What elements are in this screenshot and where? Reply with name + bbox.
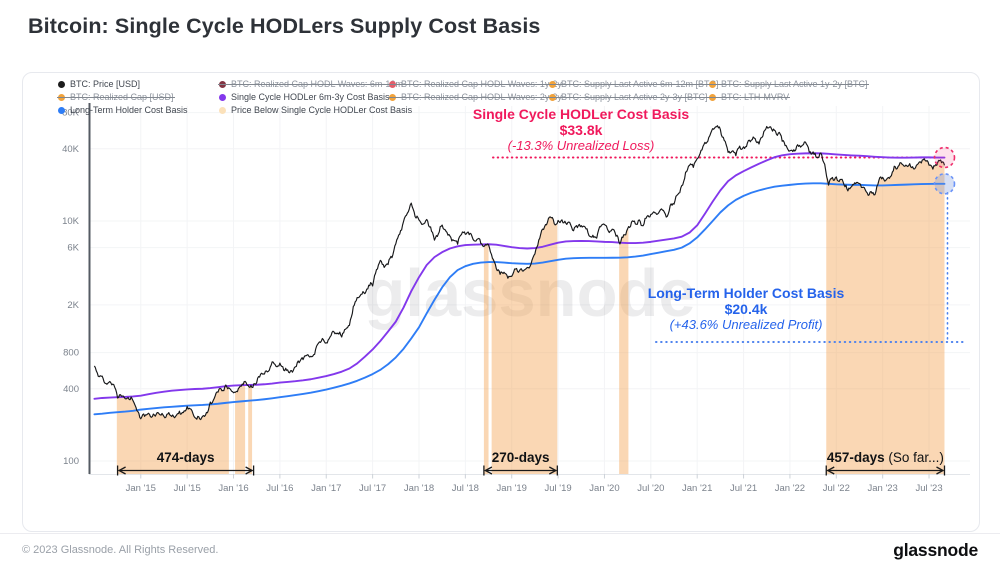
legend-label: BTC: Supply Last Active 2y-3y [BTC] bbox=[561, 92, 708, 102]
legend-dot-icon bbox=[389, 94, 396, 101]
legend-label: BTC: Price [USD] bbox=[70, 79, 141, 89]
y-tick-label: 400 bbox=[63, 384, 79, 395]
x-tick-label: Jul '18 bbox=[452, 483, 479, 494]
duration-arrow bbox=[825, 465, 946, 476]
y-tick-label: 100 bbox=[63, 456, 79, 467]
legend-label: BTC: Supply Last Active 1y-2y [BTC] bbox=[721, 79, 868, 89]
legend-item-btc-supply-last-active-6m-12m-btc[interactable]: BTC: Supply Last Active 6m-12m [BTC] bbox=[548, 79, 720, 89]
x-tick-label: Jan '20 bbox=[589, 483, 619, 494]
legend-label: BTC: Realized Cap HODL Waves: 1y-2y bbox=[401, 79, 562, 89]
footer-divider bbox=[0, 533, 1000, 534]
y-tick-label: 40K bbox=[62, 144, 80, 155]
annotation-title: Long-Term Holder Cost Basis bbox=[647, 285, 845, 301]
annotation-note: (-13.3% Unrealized Loss) bbox=[507, 138, 655, 153]
y-tick-label: 80K bbox=[62, 108, 80, 119]
legend-item-btc-realized-cap-hodl-waves-2y-3y[interactable]: BTC: Realized Cap HODL Waves: 2y-3y bbox=[388, 92, 563, 102]
x-tick-label: Jan '17 bbox=[311, 483, 341, 494]
duration-arrow bbox=[116, 465, 255, 476]
annotation-note: (+43.6% Unrealized Profit) bbox=[669, 317, 823, 332]
legend-dot-icon bbox=[549, 81, 556, 88]
single-cycle-cost-basis-line bbox=[93, 152, 946, 400]
legend-dot-icon bbox=[709, 94, 716, 101]
legend-dot-icon bbox=[219, 81, 226, 88]
chart-legend: BTC: Price [USD] BTC: Realized Cap HODL W… bbox=[57, 73, 968, 123]
y-tick-label: 800 bbox=[63, 348, 79, 359]
x-axis-ticks bbox=[140, 474, 930, 479]
x-axis-labels: Jan '15 Jul '15 Jan '16 Jul '16 Jan '17 Jul '… bbox=[126, 483, 943, 494]
annotation-value: $33.8k bbox=[559, 121, 603, 138]
annotation-value: $20.4k bbox=[724, 300, 768, 317]
y-tick-label: 10K bbox=[62, 216, 80, 227]
y-tick-label: 2K bbox=[67, 300, 79, 311]
legend-dot-icon bbox=[389, 81, 396, 88]
chart-card: glassnode Jan '15 Jul '15 Jan '16 Jul '16 Jan… bbox=[22, 72, 980, 532]
single-cycle-endpoint-circle bbox=[933, 146, 956, 169]
duration-label-457-days: 457-days (So far...) bbox=[826, 450, 944, 465]
x-tick-label: Jan '15 bbox=[126, 483, 156, 494]
legend-item-long-term-holder-cost-basis[interactable]: Long-Term Holder Cost Basis bbox=[58, 105, 188, 115]
legend-dot-icon bbox=[58, 94, 65, 101]
y-axis-labels: 100 400 800 2K 6K 10K 40K 80K bbox=[62, 108, 80, 467]
x-tick-label: Jul '17 bbox=[359, 483, 386, 494]
lth-endpoint-circle bbox=[933, 173, 956, 195]
duration-label-474-days: 474-days bbox=[156, 450, 215, 465]
legend-item-single-cycle-hodler-6m-3y-cost-basis[interactable]: Single Cycle HODLer 6m-3y Cost Basis bbox=[219, 92, 390, 102]
glassnode-logo: glassnode bbox=[893, 540, 978, 560]
legend-item-btc-realized-cap-usd[interactable]: BTC: Realized Cap [USD] bbox=[57, 92, 175, 102]
annotation-title: Single Cycle HODLer Cost Basis bbox=[472, 106, 690, 122]
legend-label: Long-Term Holder Cost Basis bbox=[70, 105, 188, 115]
legend-item-price-below-single-cycle-hodler-cost-basis[interactable]: Price Below Single Cycle HODLer Cost Bas… bbox=[219, 105, 412, 115]
x-tick-label: Jul '21 bbox=[730, 483, 757, 494]
x-tick-label: Jan '18 bbox=[404, 483, 434, 494]
legend-item-btc-lth-mvrv[interactable]: BTC: LTH-MVRV bbox=[707, 92, 791, 102]
legend-dot-icon bbox=[58, 81, 65, 88]
footer-copyright: © 2023 Glassnode. All Rights Reserved. bbox=[22, 544, 219, 556]
x-tick-label: Jul '15 bbox=[174, 483, 201, 494]
x-tick-label: Jan '16 bbox=[218, 483, 248, 494]
gridlines bbox=[89, 106, 970, 474]
single-cycle-cost-basis-annotation: Single Cycle HODLer Cost Basis $33.8k (-… bbox=[472, 106, 690, 154]
x-tick-label: Jul '16 bbox=[266, 483, 293, 494]
x-tick-label: Jan '19 bbox=[497, 483, 527, 494]
x-tick-label: Jul '22 bbox=[823, 483, 850, 494]
x-tick-label: Jan '21 bbox=[682, 483, 712, 494]
legend-dot-icon bbox=[219, 107, 226, 114]
lth-cost-basis-line bbox=[93, 182, 946, 416]
x-tick-label: Jul '20 bbox=[637, 483, 664, 494]
duration-arrow bbox=[483, 465, 558, 476]
page-title: Bitcoin: Single Cycle HODLers Supply Cos… bbox=[28, 14, 541, 38]
legend-dot-icon bbox=[549, 94, 556, 101]
legend-label: BTC: LTH-MVRV bbox=[721, 92, 790, 102]
legend-item-btc-supply-last-active-1y-2y-btc[interactable]: BTC: Supply Last Active 1y-2y [BTC] bbox=[708, 79, 869, 89]
legend-label: BTC: Supply Last Active 6m-12m [BTC] bbox=[561, 79, 719, 89]
duration-label-270-days: 270-days bbox=[491, 450, 550, 465]
x-tick-label: Jan '23 bbox=[867, 483, 897, 494]
legend-item-btc-supply-last-active-2y-3y-btc[interactable]: BTC: Supply Last Active 2y-3y [BTC] bbox=[548, 92, 709, 102]
glassnode-watermark: glassnode bbox=[364, 256, 695, 331]
legend-dot-icon bbox=[219, 94, 226, 101]
legend-item-btc-price-usd[interactable]: BTC: Price [USD] bbox=[58, 79, 140, 89]
legend-label: BTC: Realized Cap HODL Waves: 6m-12m bbox=[231, 79, 403, 89]
legend-label: Single Cycle HODLer 6m-3y Cost Basis bbox=[231, 92, 390, 102]
x-tick-label: Jan '22 bbox=[775, 483, 805, 494]
legend-dot-icon bbox=[58, 107, 65, 114]
legend-dot-icon bbox=[709, 81, 716, 88]
x-tick-label: Jul '23 bbox=[915, 483, 942, 494]
y-tick-label: 6K bbox=[67, 243, 79, 254]
legend-label: BTC: Realized Cap HODL Waves: 2y-3y bbox=[401, 92, 562, 102]
long-term-holder-cost-basis-annotation: Long-Term Holder Cost Basis $20.4k (+43.… bbox=[647, 285, 845, 333]
legend-item-btc-realized-cap-hodl-waves-1y-2y[interactable]: BTC: Realized Cap HODL Waves: 1y-2y bbox=[388, 79, 563, 89]
legend-label: BTC: Realized Cap [USD] bbox=[70, 92, 174, 102]
x-tick-label: Jul '19 bbox=[545, 483, 572, 494]
btc-price-line bbox=[93, 125, 946, 421]
legend-item-btc-realized-cap-hodl-waves-6m-12m[interactable]: BTC: Realized Cap HODL Waves: 6m-12m bbox=[218, 79, 404, 89]
legend-label: Price Below Single Cycle HODLer Cost Bas… bbox=[231, 105, 413, 115]
